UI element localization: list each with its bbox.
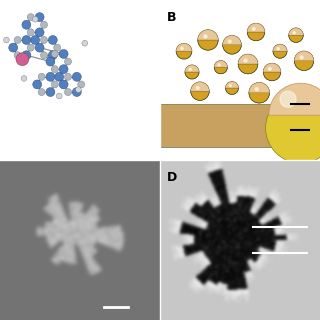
Wedge shape	[198, 40, 218, 50]
Wedge shape	[214, 67, 228, 74]
Wedge shape	[238, 54, 258, 64]
Wedge shape	[263, 63, 281, 72]
Circle shape	[27, 29, 34, 36]
Wedge shape	[176, 43, 192, 51]
Wedge shape	[223, 36, 241, 45]
Circle shape	[266, 93, 320, 163]
Circle shape	[22, 51, 31, 60]
Circle shape	[280, 91, 296, 107]
Circle shape	[59, 80, 68, 89]
Circle shape	[46, 72, 55, 81]
Text: D: D	[166, 171, 177, 184]
Circle shape	[16, 53, 29, 66]
Circle shape	[35, 43, 44, 52]
Circle shape	[82, 40, 88, 46]
Circle shape	[27, 44, 34, 51]
Circle shape	[38, 73, 45, 80]
Circle shape	[48, 36, 57, 44]
Wedge shape	[226, 88, 238, 94]
Circle shape	[55, 72, 64, 81]
Circle shape	[40, 52, 47, 59]
Circle shape	[78, 81, 85, 88]
Circle shape	[48, 51, 57, 60]
Text: B: B	[166, 11, 176, 24]
Circle shape	[300, 56, 303, 59]
Circle shape	[51, 51, 58, 58]
Wedge shape	[289, 28, 303, 35]
Circle shape	[22, 20, 31, 29]
Circle shape	[244, 59, 247, 62]
Circle shape	[65, 58, 72, 65]
Circle shape	[14, 52, 21, 59]
Wedge shape	[289, 35, 303, 43]
Circle shape	[38, 89, 45, 96]
Wedge shape	[249, 93, 269, 103]
Wedge shape	[247, 23, 265, 32]
Circle shape	[252, 28, 255, 30]
Wedge shape	[185, 72, 199, 79]
Wedge shape	[238, 64, 258, 74]
Wedge shape	[185, 65, 199, 72]
Wedge shape	[223, 45, 241, 54]
Circle shape	[21, 76, 27, 81]
Wedge shape	[273, 44, 287, 51]
Circle shape	[293, 32, 295, 34]
Circle shape	[51, 66, 58, 73]
Wedge shape	[226, 82, 238, 88]
Circle shape	[27, 14, 34, 21]
Wedge shape	[263, 72, 281, 81]
Wedge shape	[198, 30, 218, 40]
Polygon shape	[160, 104, 320, 147]
Wedge shape	[214, 60, 228, 67]
Circle shape	[255, 88, 258, 91]
Wedge shape	[191, 82, 209, 91]
Circle shape	[228, 40, 231, 43]
Circle shape	[196, 87, 199, 89]
Circle shape	[32, 16, 38, 22]
Circle shape	[59, 50, 68, 59]
Circle shape	[59, 65, 68, 74]
Circle shape	[72, 72, 81, 81]
Circle shape	[268, 68, 271, 70]
Circle shape	[229, 85, 231, 87]
Wedge shape	[294, 61, 314, 70]
Wedge shape	[249, 83, 269, 93]
Circle shape	[33, 80, 42, 89]
Circle shape	[46, 57, 55, 66]
Circle shape	[181, 47, 183, 50]
Circle shape	[277, 48, 279, 50]
Circle shape	[46, 88, 55, 97]
Circle shape	[4, 37, 9, 43]
Circle shape	[72, 88, 81, 97]
Wedge shape	[273, 51, 287, 58]
Wedge shape	[294, 51, 314, 61]
Circle shape	[9, 43, 18, 52]
Circle shape	[51, 81, 58, 88]
Circle shape	[189, 68, 191, 71]
Circle shape	[31, 36, 40, 44]
Circle shape	[204, 35, 207, 38]
Circle shape	[22, 36, 31, 44]
Circle shape	[41, 21, 47, 28]
Circle shape	[14, 36, 21, 44]
Wedge shape	[247, 32, 265, 41]
Wedge shape	[269, 83, 320, 115]
Circle shape	[76, 87, 81, 92]
Circle shape	[56, 93, 62, 99]
Circle shape	[64, 89, 71, 96]
Wedge shape	[191, 91, 209, 100]
Circle shape	[218, 64, 220, 66]
Circle shape	[41, 36, 47, 44]
Wedge shape	[176, 51, 192, 59]
Circle shape	[35, 28, 44, 37]
Circle shape	[65, 73, 72, 80]
Circle shape	[35, 13, 44, 22]
Circle shape	[54, 44, 61, 51]
